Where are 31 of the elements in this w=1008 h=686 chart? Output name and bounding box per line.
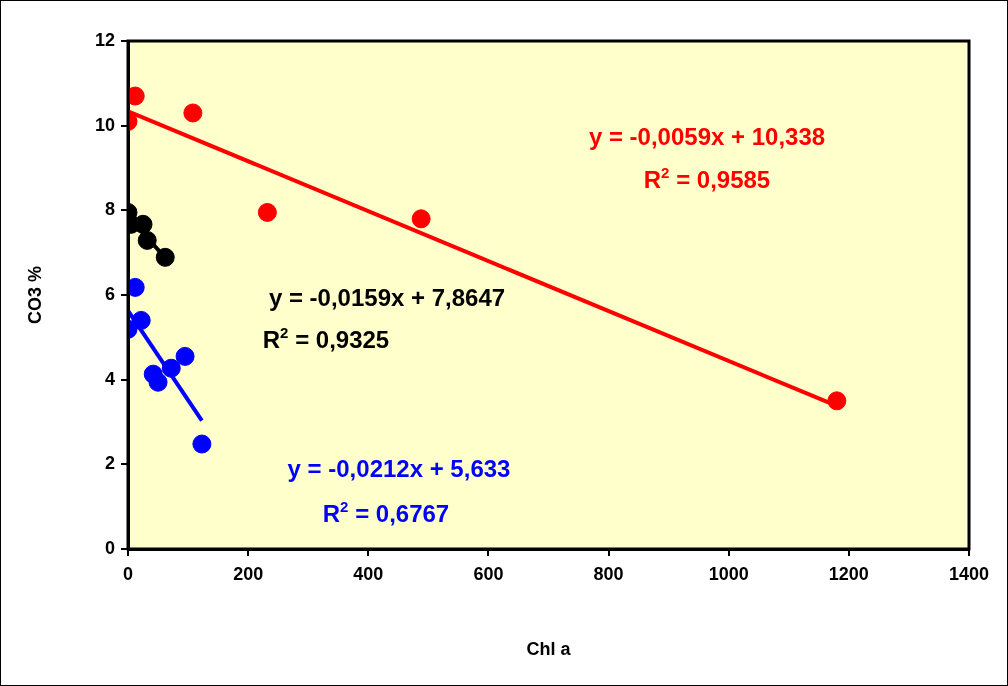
x-tick-label: 600: [473, 563, 504, 584]
point: [257, 202, 277, 222]
y-tick-label: 2: [104, 453, 115, 474]
y-tick-label: 8: [104, 199, 115, 220]
y-tick-label: 12: [94, 29, 115, 50]
annotation: y = -0,0212x + 5,633: [287, 455, 511, 482]
point: [192, 434, 212, 454]
x-axis-title: Chl a: [526, 639, 572, 660]
x-tick-label: 400: [353, 563, 384, 584]
point: [827, 391, 847, 411]
x-tick-label: 0: [122, 563, 134, 584]
point: [148, 372, 168, 392]
point: [161, 358, 181, 378]
x-tick-label: 200: [233, 563, 264, 584]
y-tick-label: 0: [104, 537, 115, 558]
annotation: y = -0,0059x + 10,338: [588, 123, 826, 150]
x-tick-label: 1000: [708, 563, 749, 584]
point: [131, 310, 151, 330]
y-tick-label: 4: [104, 368, 115, 389]
y-axis-title: CO3 %: [24, 265, 45, 325]
x-tick-label: 1400: [948, 563, 990, 584]
x-tick-label: 800: [593, 563, 624, 584]
point: [155, 247, 175, 267]
y-tick-label: 6: [104, 283, 115, 304]
point: [137, 230, 157, 250]
annotation: y = -0,0159x + 7,8647: [268, 284, 506, 311]
point: [183, 103, 203, 123]
y-tick-label: 10: [94, 114, 115, 135]
x-tick-label: 1200: [828, 563, 869, 584]
point: [411, 209, 431, 229]
point: [175, 346, 195, 366]
